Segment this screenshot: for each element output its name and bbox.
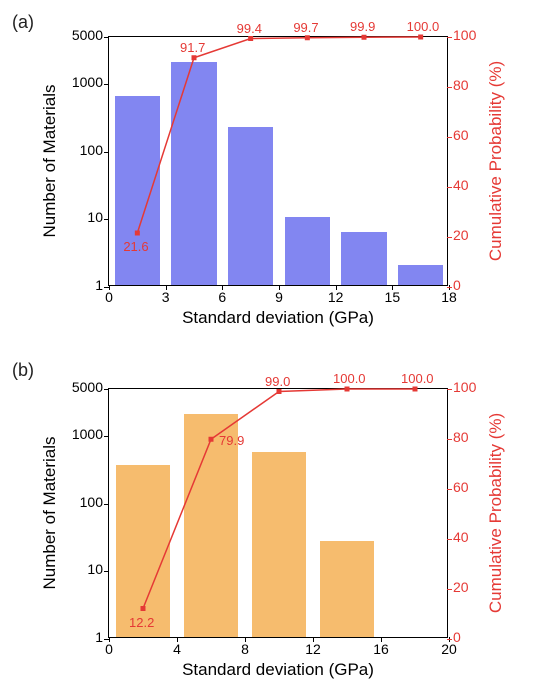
chart-a-ytick: 1000 [72,74,103,90]
chart-a-cumu-label: 100.0 [407,19,440,34]
chart-a-cumu-label: 99.7 [293,20,318,35]
chart-a-y2tick: 0 [453,277,461,293]
chart-a-y2tick: 40 [453,177,469,193]
chart-b-xtick: 0 [105,641,113,657]
chart-b-ytick: 10 [87,561,103,577]
chart-a-ytick: 5000 [72,27,103,43]
chart-a-xtick: 15 [385,289,401,305]
chart-b-cumu-label: 12.2 [129,615,154,630]
chart-b-cumu-line [109,389,449,639]
chart-b-y2tick: 40 [453,529,469,545]
chart-b-cumu-label: 79.9 [219,433,244,448]
chart-b-y2tick: 20 [453,579,469,595]
chart-b-xtick: 16 [373,641,389,657]
chart-b-ytick: 1 [95,629,103,645]
chart-a-cumu-line [109,37,449,287]
chart-b-ytick: 1000 [72,426,103,442]
chart-a-cumu-label: 99.9 [350,19,375,34]
chart-b-y2tick: 0 [453,629,461,645]
chart-a-cumu-label: 99.4 [237,21,262,36]
chart-b-plot-area: 0481216201101001000500002040608010012.27… [108,388,448,638]
chart-a-xtick: 3 [162,289,170,305]
chart-a-xlabel: Standard deviation (GPa) [108,308,448,328]
chart-b: 0481216201101001000500002040608010012.27… [108,388,448,638]
chart-a-ylabel-right: Cumulative Probability (%) [486,36,506,286]
chart-b-cumu-label: 100.0 [401,371,434,386]
chart-a-y2tick: 100 [453,27,476,43]
chart-a-y2tick: 80 [453,77,469,93]
panel-label-b: (b) [12,360,34,381]
chart-b-ylabel-right: Cumulative Probability (%) [486,388,506,638]
chart-b-y2tick: 80 [453,429,469,445]
chart-b-xtick: 8 [241,641,249,657]
chart-a-plot-area: 03691215181101001000500002040608010021.6… [108,36,448,286]
chart-b-xtick: 12 [305,641,321,657]
chart-a: 03691215181101001000500002040608010021.6… [108,36,448,286]
panel-label-a: (a) [12,12,34,33]
chart-a-y2tick: 20 [453,227,469,243]
chart-a-cumu-label: 91.7 [180,40,205,55]
chart-a-xtick: 6 [218,289,226,305]
chart-b-y2tick: 100 [453,379,476,395]
chart-a-ytick: 10 [87,209,103,225]
chart-a-xtick: 12 [328,289,344,305]
chart-b-y2tick: 60 [453,479,469,495]
chart-a-cumu-label: 21.6 [123,239,148,254]
chart-b-xtick: 4 [173,641,181,657]
chart-b-cumu-label: 100.0 [333,371,366,386]
chart-a-ytick: 1 [95,277,103,293]
figure: { "layout":{ "page_w":548,"page_h":687, … [0,0,548,687]
chart-a-xtick: 0 [105,289,113,305]
chart-a-ytick: 100 [80,142,103,158]
chart-a-xtick: 9 [275,289,283,305]
chart-b-xlabel: Standard deviation (GPa) [108,660,448,680]
chart-b-ylabel-left: Number of Materials [40,388,60,638]
chart-b-cumu-label: 99.0 [265,374,290,389]
chart-b-ytick: 5000 [72,379,103,395]
chart-a-y2tick: 60 [453,127,469,143]
chart-b-ytick: 100 [80,494,103,510]
chart-a-ylabel-left: Number of Materials [40,36,60,286]
